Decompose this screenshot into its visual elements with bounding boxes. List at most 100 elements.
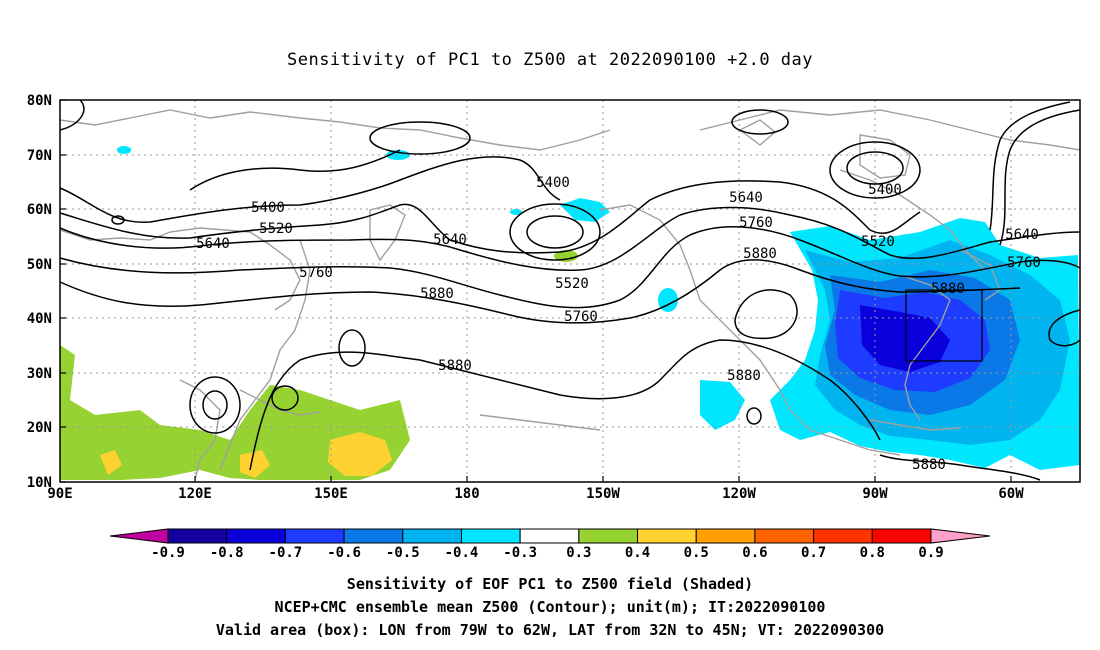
contour-5520 [59, 180, 921, 254]
shade-patch-e [510, 209, 522, 215]
colorbar-right-arrow [930, 528, 991, 544]
lon-label: 120E [178, 486, 212, 502]
colorbar-swatch [460, 528, 521, 544]
contour-low-pacific [509, 203, 601, 261]
contour-nw-arc [59, 99, 85, 131]
colorbar-label: -0.4 [445, 545, 479, 561]
lon-labels: 90E 120E 150E 180 150W 120W 90W 60W [47, 486, 1024, 502]
contour-label: 5880 [743, 246, 777, 262]
contour-high-nw [369, 121, 471, 155]
contour-east-loop [999, 109, 1081, 246]
colorbar-left-arrow [109, 528, 169, 544]
lat-label: 60N [27, 202, 52, 218]
contour-label: 5760 [739, 215, 773, 231]
contour-label: 5760 [299, 265, 333, 281]
colorbar-label: 0.9 [918, 545, 943, 561]
contour-5880-south [249, 339, 881, 471]
colorbar-swatch [695, 528, 756, 544]
contour-label: 5400 [868, 182, 902, 198]
colorbar-swatch [284, 528, 345, 544]
colorbar-label: -0.3 [503, 545, 537, 561]
lon-label: 150W [586, 486, 620, 502]
contour-small-ring [111, 215, 125, 225]
contour-5640 [59, 206, 1081, 272]
contour-5400-west [59, 156, 561, 223]
colorbar-swatch [343, 528, 404, 544]
map-title: Sensitivity of PC1 to Z500 at 2022090100… [286, 50, 813, 70]
contour-label: 5400 [536, 175, 570, 191]
contour-label-5760-east: 5760 [1007, 255, 1041, 271]
contour-low-canada-inner [846, 151, 904, 185]
colorbar-label: -0.9 [151, 545, 185, 561]
contour-high-pacific [338, 329, 366, 367]
contour-label: 5880 [727, 368, 761, 384]
colorbar-label: 0.3 [566, 545, 591, 561]
lat-labels: 80N 70N 60N 50N 40N 30N 20N 10N [27, 93, 52, 491]
lat-label: 20N [27, 420, 52, 436]
colorbar-label: -0.6 [327, 545, 361, 561]
contour-labels-east: 5640 5760 [1005, 227, 1041, 271]
shade-positive-green-small [554, 250, 578, 262]
valid-area-box [905, 289, 983, 362]
contour-label: 5880 [420, 286, 454, 302]
caption-line-2: NCEP+CMC ensemble mean Z500 (Contour); u… [274, 598, 826, 616]
z500-contours [59, 99, 1081, 481]
colorbar-label: 0.6 [742, 545, 767, 561]
colorbar-swatch [402, 528, 462, 544]
contour-ring-2 [202, 390, 228, 420]
colorbar-swatch [226, 528, 286, 544]
colorbar-swatch [871, 528, 932, 544]
shade-patch-d [658, 288, 678, 312]
contour-label: 5880 [931, 281, 965, 297]
contour-high-mexico [734, 289, 798, 340]
lat-label: 30N [27, 366, 52, 382]
lon-label: 90W [862, 486, 888, 502]
contour-label-5640-east: 5640 [1005, 227, 1039, 243]
contour-label: 5640 [196, 236, 230, 252]
shade-positive-green-small-2 [60, 350, 72, 374]
lat-label: 50N [27, 257, 52, 273]
contour-small-ring-2 [746, 407, 762, 425]
colorbar-swatch [578, 528, 639, 544]
colorbar-swatch [637, 528, 697, 544]
contour-low-pacific-inner [526, 215, 584, 249]
contour-5880-east [1048, 309, 1081, 347]
colorbar-swatch [167, 528, 228, 544]
lon-label: 150E [314, 486, 348, 502]
lat-label: 70N [27, 148, 52, 164]
contour-ring-1 [189, 376, 241, 434]
lat-label: 80N [27, 93, 52, 109]
sensitivity-shading [60, 146, 1080, 480]
contour-east-loop-2 [989, 101, 1071, 231]
colorbar-label: -0.5 [386, 545, 420, 561]
lat-label: 10N [27, 475, 52, 491]
colorbar-label: 0.4 [625, 545, 650, 561]
colorbar-label: -0.8 [210, 545, 244, 561]
colorbar-label: 0.7 [801, 545, 826, 561]
colorbar-label: -0.7 [269, 545, 303, 561]
shade-positive-yellow-2 [240, 450, 270, 478]
shade-positive-yellow-3 [100, 450, 122, 475]
colorbar-swatch [519, 528, 580, 544]
shade-patch-c [560, 198, 610, 222]
contour-low-canada [829, 141, 921, 199]
colorbar-label: 0.5 [684, 545, 709, 561]
colorbar-swatch [813, 528, 873, 544]
contour-label: 5520 [861, 234, 895, 250]
tick-marks [60, 99, 1012, 483]
map-frame [59, 99, 1081, 483]
contour-label: 5520 [555, 276, 589, 292]
contour-label: 5400 [251, 200, 285, 216]
shade-positive-green [60, 345, 410, 480]
lon-label: 60W [998, 486, 1024, 502]
coastlines [59, 109, 1081, 481]
contour-label: 5760 [564, 309, 598, 325]
contour-5880-se [879, 454, 1041, 481]
contour-label: 5640 [729, 190, 763, 206]
lon-label: 180 [454, 486, 479, 502]
contour-5400-b [189, 149, 401, 191]
caption-line-3: Valid area (box): LON from 79W to 62W, L… [215, 621, 885, 639]
contour-label: 5880 [912, 457, 946, 473]
contour-ring-3 [271, 385, 299, 411]
